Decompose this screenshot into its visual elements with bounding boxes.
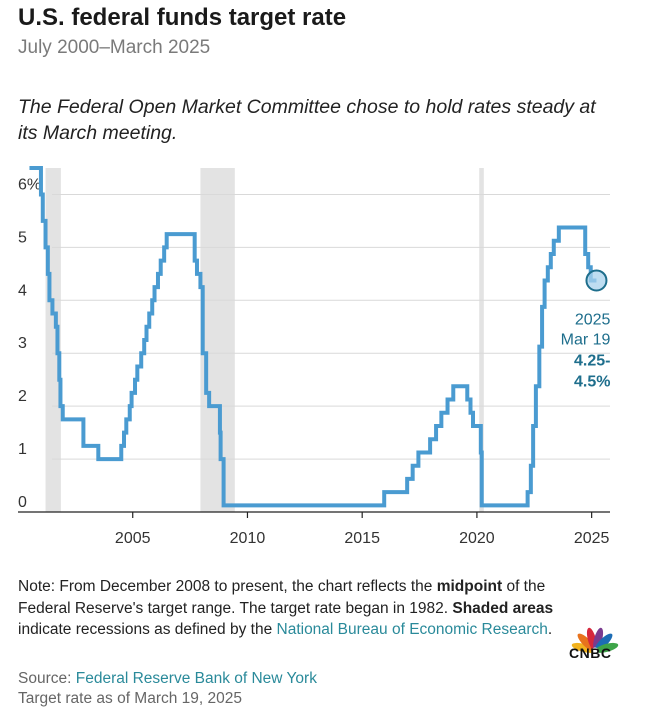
annotation-line-2: Mar 19 [561,331,611,348]
chart-note: Note: From December 2008 to present, the… [18,576,578,641]
y-tick-label: 4 [18,282,27,299]
y-tick-label: 3 [18,335,27,352]
note-bold-midpoint: midpoint [436,578,503,595]
x-tick-label: 2010 [230,530,266,547]
y-axis-labels: 0 1 2 3 4 5 6% [18,176,41,511]
x-tick-label: 2005 [115,530,151,547]
x-tick-label: 2015 [344,530,380,547]
series-line-1 [29,166,597,508]
y-tick-label: 5 [18,229,27,246]
y-tick-label: 0 [18,494,27,511]
x-tick-label: 2025 [574,530,610,547]
note-bold-shaded: Shaded areas [452,599,554,617]
latest-rate-marker [585,269,608,292]
cnbc-peacock-icon [571,627,619,655]
annotation-line-1: 2025 [575,311,611,328]
annotation-line-4: 4.5% [574,373,610,390]
annotation-line-3: 4.25- [574,352,610,369]
chart-subtitle: July 2000–March 2025 [18,37,211,58]
as-of-date: Target rate as of March 19, 2025 [18,690,243,707]
cnbc-logo-text: CNBC [569,645,612,661]
x-tick-label: 2020 [459,530,495,547]
y-tick-label: 6% [18,176,41,193]
note-text-3: indicate recessions as defined by the [18,621,277,638]
latest-rate-annotation: 2025 Mar 19 4.25- 4.5% [561,269,611,390]
nber-link[interactable]: National Bureau of Economic Research [276,621,548,638]
source-link[interactable]: Federal Reserve Bank of New York [75,670,317,687]
gridlines [52,193,610,460]
rate-chart: 0 1 2 3 4 5 6% 2005 2010 2015 2020 2025 2025 Mar 19… [18,166,611,547]
note-text-2: of the Federal Reserve's target range. T… [18,578,546,617]
recession-band-3 [479,168,484,512]
source-line: Source: Federal Reserve Bank of New York [18,668,317,689]
x-axis: 2005 2010 2015 2020 2025 [18,511,610,547]
note-text-4: . [547,621,553,638]
recession-band-2 [200,168,235,512]
rate-series [29,166,597,508]
recession-bands [45,168,484,512]
note-text-1: Note: From December 2008 to present, the… [18,578,437,595]
source-label: Source: [18,670,76,687]
chart-intro: The Federal Open Market Committee chose … [18,96,596,144]
y-tick-label: 1 [18,441,27,458]
y-tick-label: 2 [18,388,27,405]
chart-title: U.S. federal funds target rate [18,4,347,31]
